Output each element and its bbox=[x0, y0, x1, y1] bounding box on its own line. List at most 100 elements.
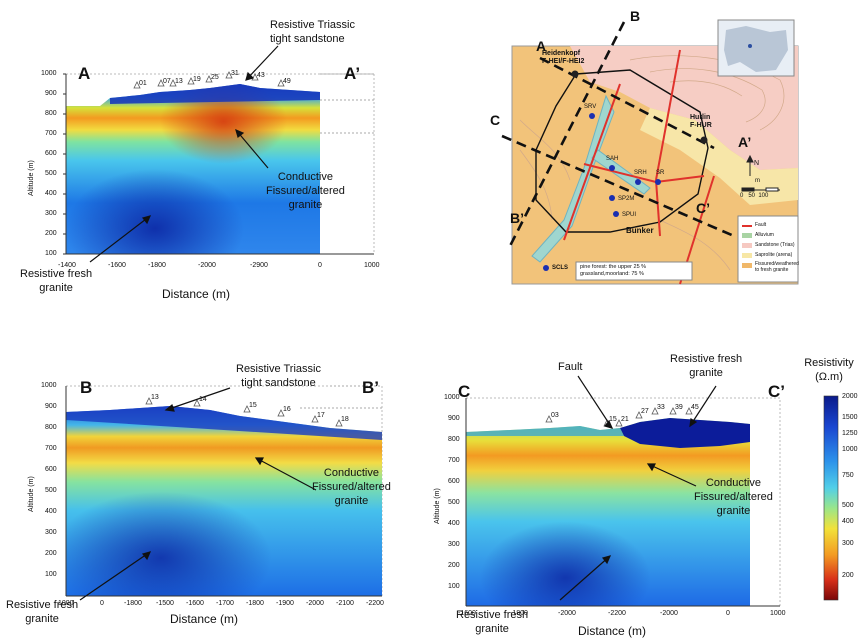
annotation-conductive: Conductive Fissured/altered granite bbox=[694, 477, 773, 517]
x-tick: -1800 bbox=[510, 610, 528, 617]
map-label-b: B bbox=[630, 8, 641, 24]
x-tick: -1800 bbox=[148, 262, 166, 269]
legend-swatches bbox=[742, 225, 752, 268]
station-label: 33 bbox=[657, 404, 665, 411]
x-axis-title: Distance (m) bbox=[170, 612, 239, 626]
x-tick: -1800 bbox=[124, 600, 142, 607]
y-tick: 800 bbox=[45, 110, 57, 117]
station-label: 01 bbox=[139, 80, 147, 87]
faults bbox=[563, 49, 715, 285]
y-tick: 1000 bbox=[444, 394, 460, 401]
station-label: 49 bbox=[283, 78, 291, 85]
station-label: 15 bbox=[249, 402, 257, 409]
station-label: 07 bbox=[163, 78, 171, 85]
station-label: 13 bbox=[151, 394, 159, 401]
y-tick: 700 bbox=[45, 445, 57, 452]
section-lines bbox=[501, 21, 735, 247]
y-tick: 400 bbox=[448, 520, 460, 527]
x-axis-title: Distance (m) bbox=[162, 287, 231, 301]
station-srh: SRH bbox=[634, 170, 647, 176]
colorbar-tick: 1500 bbox=[842, 414, 858, 421]
station-label: 13 bbox=[175, 78, 183, 85]
section-start-label: B bbox=[80, 378, 93, 397]
map-label-b-prime: B’ bbox=[510, 210, 524, 226]
station-markers bbox=[145, 397, 343, 427]
x-tick: -2200 bbox=[366, 600, 384, 607]
annotation-fresh-granite: Resistive fresh granite bbox=[20, 268, 93, 294]
station-label: 43 bbox=[257, 72, 265, 79]
y-tick: 100 bbox=[448, 583, 460, 590]
y-tick: 600 bbox=[45, 150, 57, 157]
y-tick: 300 bbox=[448, 541, 460, 548]
colorbar-tick: 2000 bbox=[842, 393, 858, 400]
x-tick: -1600 bbox=[186, 600, 204, 607]
y-tick: 200 bbox=[448, 562, 460, 569]
y-tick: 700 bbox=[448, 457, 460, 464]
legend-fault: Fault bbox=[755, 222, 767, 228]
x-axis-title: Distance (m) bbox=[578, 624, 647, 638]
legend-saprolite: Saprolite (arena) bbox=[755, 252, 793, 258]
x-tick: -1400 bbox=[58, 262, 76, 269]
x-tick: -2900 bbox=[250, 262, 268, 269]
geologic-map bbox=[501, 19, 799, 285]
place-hurlin: Hurlin F-HUR bbox=[690, 114, 712, 129]
x-tick: -1600 bbox=[108, 262, 126, 269]
annotation-conductive: Conductive Fissured/altered granite bbox=[266, 171, 345, 211]
colorbar-tick: 300 bbox=[842, 540, 854, 547]
north-arrow bbox=[746, 154, 754, 176]
x-tick: -2000 bbox=[306, 600, 324, 607]
y-tick: 500 bbox=[45, 487, 57, 494]
section-aa-plot bbox=[63, 45, 375, 263]
section-cc-panel: C C’ Altitude (m) Distance (m) 1000 900 … bbox=[430, 353, 790, 638]
x-tick: 0 bbox=[318, 262, 322, 269]
y-tick: 900 bbox=[45, 90, 57, 97]
stations bbox=[543, 113, 661, 271]
x-tick: -2000 bbox=[660, 610, 678, 617]
annotation-resistive-granite: Resistive fresh granite bbox=[670, 353, 743, 379]
station-label: 25 bbox=[211, 74, 219, 81]
station-srv: SRV bbox=[584, 104, 597, 110]
x-tick: 1000 bbox=[364, 262, 380, 269]
station-markers bbox=[133, 71, 285, 89]
station-label: 18 bbox=[341, 416, 349, 423]
scale-bar bbox=[741, 187, 780, 192]
y-tick: 800 bbox=[45, 424, 57, 431]
annotation-fresh-granite: Resistive fresh granite bbox=[456, 609, 529, 635]
heidenkopf-marker bbox=[571, 70, 579, 78]
x-tick: -1600 bbox=[458, 610, 476, 617]
y-tick: 300 bbox=[45, 529, 57, 536]
section-start-label: A bbox=[78, 64, 91, 83]
map-label-c: C bbox=[490, 112, 501, 128]
station-sr: SR bbox=[656, 170, 665, 176]
scale-unit: m bbox=[755, 178, 760, 184]
station-scls: SCLS bbox=[552, 265, 569, 271]
section-bb-plot bbox=[65, 385, 383, 601]
colorbar-title: Resistivity (Ω.m) bbox=[804, 357, 854, 383]
y-axis-title: Altitude (m) bbox=[28, 160, 35, 196]
section-aa-panel: A A’ Altitude (m) Distance (m) 1000 900 … bbox=[0, 0, 430, 301]
place-bunker: Bunker bbox=[626, 226, 654, 235]
section-cc-plot bbox=[465, 375, 781, 607]
station-label: 45 bbox=[691, 404, 699, 411]
station-label: 31 bbox=[231, 70, 239, 77]
annotation-fresh-granite: Resistive fresh granite bbox=[6, 599, 79, 625]
station-sp2m: SP2M bbox=[618, 196, 635, 202]
y-tick: 900 bbox=[448, 415, 460, 422]
y-tick: 700 bbox=[45, 130, 57, 137]
station-label: 14 bbox=[199, 396, 207, 403]
station-label: 21 bbox=[621, 416, 629, 423]
legend-sandstone: Sandstone (Trias) bbox=[755, 242, 795, 248]
y-tick: 300 bbox=[45, 210, 57, 217]
catchment-boundary bbox=[535, 69, 709, 233]
y-tick: 600 bbox=[45, 466, 57, 473]
y-tick: 400 bbox=[45, 190, 57, 197]
y-tick: 100 bbox=[45, 571, 57, 578]
legend-alluvium: Alluvium bbox=[755, 232, 774, 238]
station-spui: SPUI bbox=[622, 212, 637, 218]
annotation-sandstone: Resistive Triassic tight sandstone bbox=[270, 19, 355, 45]
y-tick: 800 bbox=[448, 436, 460, 443]
station-label: 16 bbox=[283, 406, 291, 413]
map-label-c-prime: C’ bbox=[696, 200, 710, 216]
x-tick: -1900 bbox=[276, 600, 294, 607]
y-tick: 100 bbox=[45, 250, 57, 257]
